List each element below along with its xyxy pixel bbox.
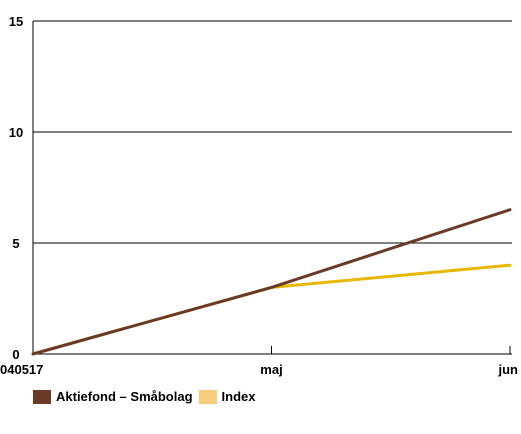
legend-label-aktiefond: Aktiefond – Småbolag (56, 389, 193, 404)
tick-labels: 0 5 10 15 040517 maj jun (0, 14, 518, 377)
legend-item-aktiefond: Aktiefond – Småbolag (33, 389, 193, 404)
series-line-aktiefond (31, 208, 512, 356)
series-lines (31, 208, 512, 356)
x-tick-label-040517: 040517 (0, 362, 43, 377)
x-tick-label-maj: maj (260, 362, 282, 377)
y-tick-label-5: 5 (12, 236, 19, 251)
axes (32, 21, 512, 355)
x-tick-label-jun: jun (498, 362, 519, 377)
legend-swatch-index (198, 389, 217, 404)
grid-lines (33, 20, 512, 244)
legend: Aktiefond – Småbolag Index (33, 389, 262, 404)
y-tick-label-15: 15 (9, 14, 23, 29)
legend-item-index: Index (198, 389, 256, 404)
y-tick-label-10: 10 (9, 125, 23, 140)
legend-label-index: Index (221, 389, 256, 404)
y-tick-label-0: 0 (12, 347, 19, 362)
legend-swatch-aktiefond (33, 389, 51, 404)
series-line-index (31, 263, 512, 356)
